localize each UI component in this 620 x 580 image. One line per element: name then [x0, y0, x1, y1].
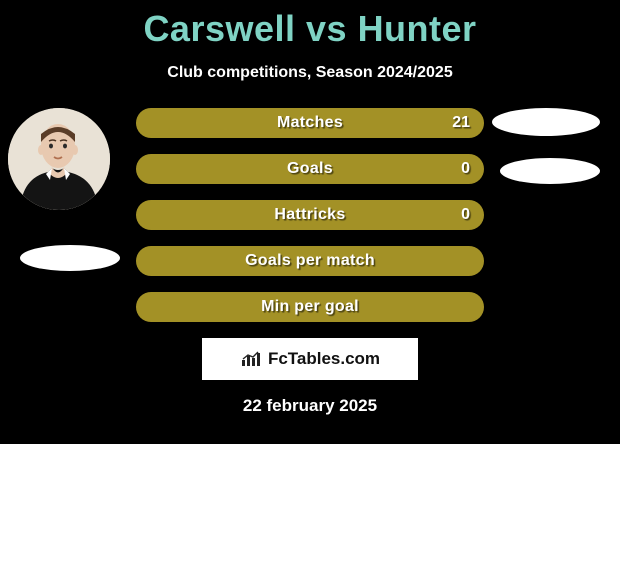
player-left-avatar: [8, 108, 110, 210]
logo-box: FcTables.com: [202, 338, 418, 380]
stat-label: Matches: [277, 114, 343, 132]
stat-value: 21: [452, 114, 470, 132]
player-left-placeholder-ellipse: [20, 245, 120, 271]
content-area: Matches 21 Goals 0 Hattricks 0 Goals per…: [0, 108, 620, 416]
stat-value: 0: [461, 160, 470, 178]
stat-label: Goals per match: [245, 252, 375, 270]
avatar-placeholder-icon: [8, 108, 110, 210]
date-text: 22 february 2025: [0, 396, 620, 416]
stat-bar-goals-per-match: Goals per match: [136, 246, 484, 276]
comparison-panel: Carswell vs Hunter Club competitions, Se…: [0, 0, 620, 444]
subtitle: Club competitions, Season 2024/2025: [0, 64, 620, 82]
logo-text: FcTables.com: [268, 349, 380, 369]
player-right-placeholder-ellipse-2: [500, 158, 600, 184]
stat-bar-matches: Matches 21: [136, 108, 484, 138]
stat-bars: Matches 21 Goals 0 Hattricks 0 Goals per…: [136, 108, 484, 322]
player-right-placeholder-ellipse-1: [492, 108, 600, 136]
stat-label: Hattricks: [274, 206, 345, 224]
stat-label: Goals: [287, 160, 333, 178]
stat-bar-hattricks: Hattricks 0: [136, 200, 484, 230]
stat-bar-goals: Goals 0: [136, 154, 484, 184]
page-title: Carswell vs Hunter: [0, 0, 620, 50]
stat-label: Min per goal: [261, 298, 359, 316]
bar-chart-icon: [240, 350, 264, 368]
stat-value: 0: [461, 206, 470, 224]
stat-bar-min-per-goal: Min per goal: [136, 292, 484, 322]
